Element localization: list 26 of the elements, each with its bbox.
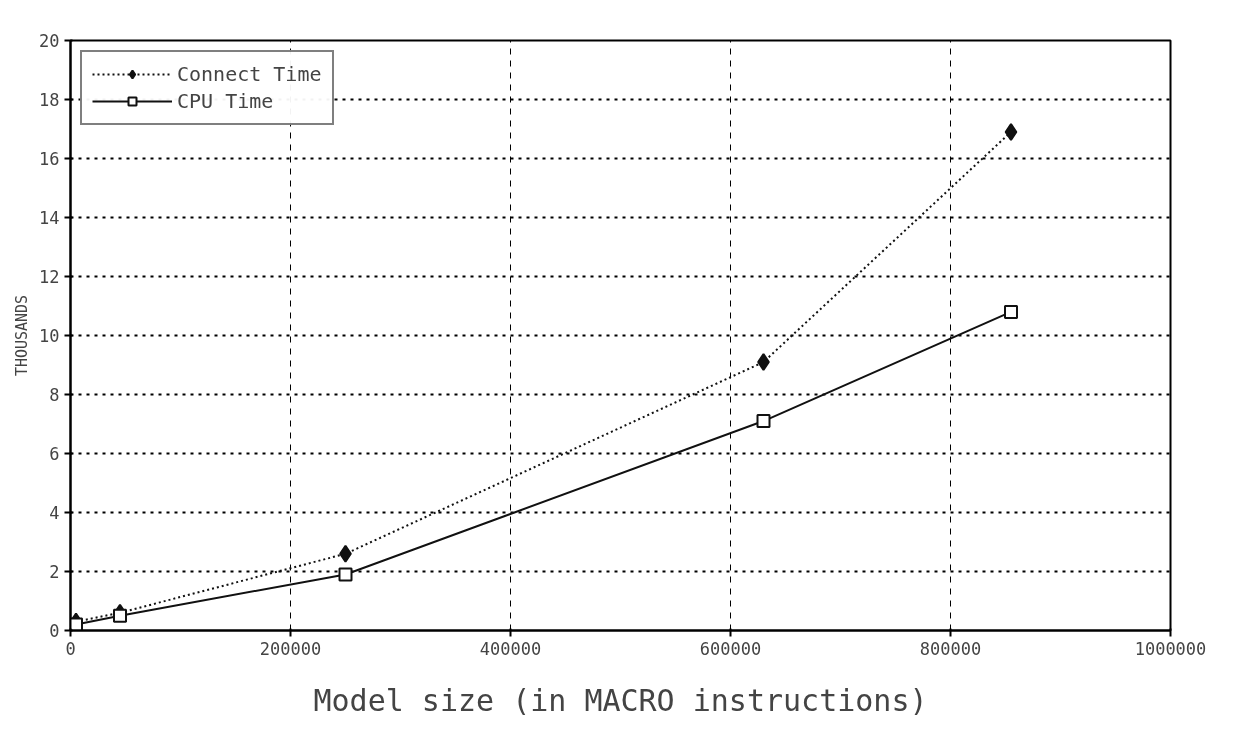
x-tick-label: 400000 (479, 638, 542, 659)
y-tick-label: 20 (39, 31, 60, 51)
point (338, 567, 353, 582)
y-axis-title: THOUSANDS (13, 294, 32, 377)
point (756, 414, 771, 429)
point (113, 608, 127, 623)
legend-label: Connect Time (177, 62, 322, 86)
y-tick-label: 14 (39, 208, 60, 228)
y-tick-label: 16 (39, 149, 60, 169)
y-tick-label: 4 (49, 503, 60, 523)
y-tick-label: 18 (39, 90, 60, 110)
x-tick-label: 1000000 (1134, 638, 1207, 659)
x-tick-label: 200000 (259, 638, 322, 659)
point (1004, 122, 1018, 141)
x-axis-title: Model size (in MACRO instructions) (313, 682, 928, 718)
x-tick-label: 0 (65, 638, 76, 659)
y-tick-label: 6 (49, 444, 60, 464)
x-tick-label: 600000 (699, 638, 762, 659)
legend-label: CPU Time (177, 89, 274, 113)
y-tick-label: 8 (49, 385, 60, 405)
point (1004, 304, 1018, 319)
y-tick-label: 0 (49, 621, 60, 641)
y-tick-label: 10 (39, 326, 60, 346)
x-tick-label: 800000 (919, 638, 982, 659)
y-tick-label: 2 (49, 562, 60, 582)
y-tick-label: 12 (39, 267, 60, 287)
